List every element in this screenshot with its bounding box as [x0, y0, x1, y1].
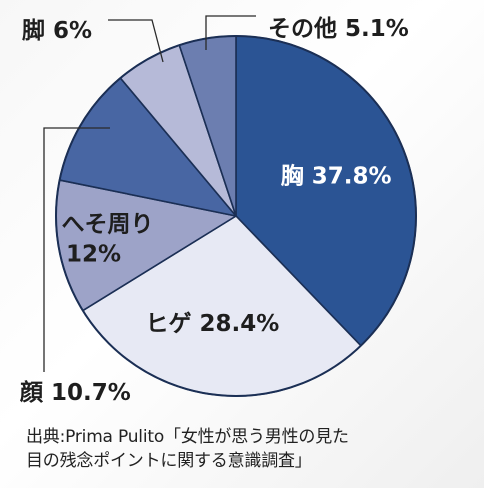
slice-label-4: 脚 6% — [22, 18, 92, 44]
slice-label-2-name: へそ周り — [61, 211, 153, 237]
slice-label-5: その他 5.1% — [268, 16, 409, 42]
source-line-1: 出典:Prima Pulito「女性が思う男性の見た — [26, 427, 349, 447]
source-line-2: 目の残念ポイントに関する意識調査」 — [26, 451, 312, 471]
leader-line-5 — [205, 15, 256, 50]
source-note: 出典:Prima Pulito「女性が思う男性の見た 目の残念ポイントに関する意… — [26, 425, 466, 473]
slice-label-1: ヒゲ 28.4% — [146, 311, 280, 337]
slice-label-0: 胸 37.8% — [281, 163, 392, 190]
pie-slices — [55, 35, 417, 397]
pie-labels: 胸 37.8% ヒゲ 28.4% へそ周り 12% 顔 10.7% 脚 6% その他 5.1… — [19, 15, 409, 406]
slice-label-3: 顔 10.7% — [19, 379, 131, 406]
leader-line-4 — [108, 19, 164, 63]
pie-outline — [55, 35, 417, 397]
slice-label-2-value: 12% — [66, 241, 121, 267]
leader-line-3 — [43, 127, 110, 372]
